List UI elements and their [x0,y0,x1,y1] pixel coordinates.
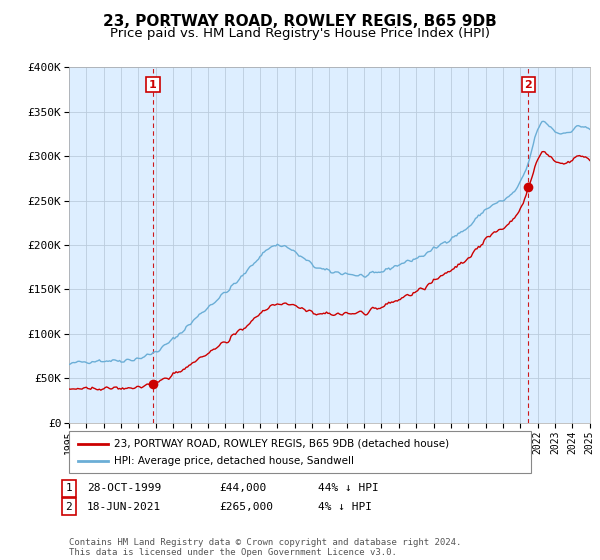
Text: 2: 2 [65,502,73,512]
Text: 1: 1 [65,483,73,493]
Text: £265,000: £265,000 [219,502,273,512]
Text: 28-OCT-1999: 28-OCT-1999 [87,483,161,493]
Text: 23, PORTWAY ROAD, ROWLEY REGIS, B65 9DB (detached house): 23, PORTWAY ROAD, ROWLEY REGIS, B65 9DB … [114,439,449,449]
Text: HPI: Average price, detached house, Sandwell: HPI: Average price, detached house, Sand… [114,456,354,466]
Text: 4% ↓ HPI: 4% ↓ HPI [318,502,372,512]
Text: £44,000: £44,000 [219,483,266,493]
Text: Contains HM Land Registry data © Crown copyright and database right 2024.
This d: Contains HM Land Registry data © Crown c… [69,538,461,557]
Text: 18-JUN-2021: 18-JUN-2021 [87,502,161,512]
Text: 2: 2 [524,80,532,90]
Text: Price paid vs. HM Land Registry's House Price Index (HPI): Price paid vs. HM Land Registry's House … [110,27,490,40]
Text: 23, PORTWAY ROAD, ROWLEY REGIS, B65 9DB: 23, PORTWAY ROAD, ROWLEY REGIS, B65 9DB [103,14,497,29]
Text: 1: 1 [149,80,157,90]
Text: 44% ↓ HPI: 44% ↓ HPI [318,483,379,493]
